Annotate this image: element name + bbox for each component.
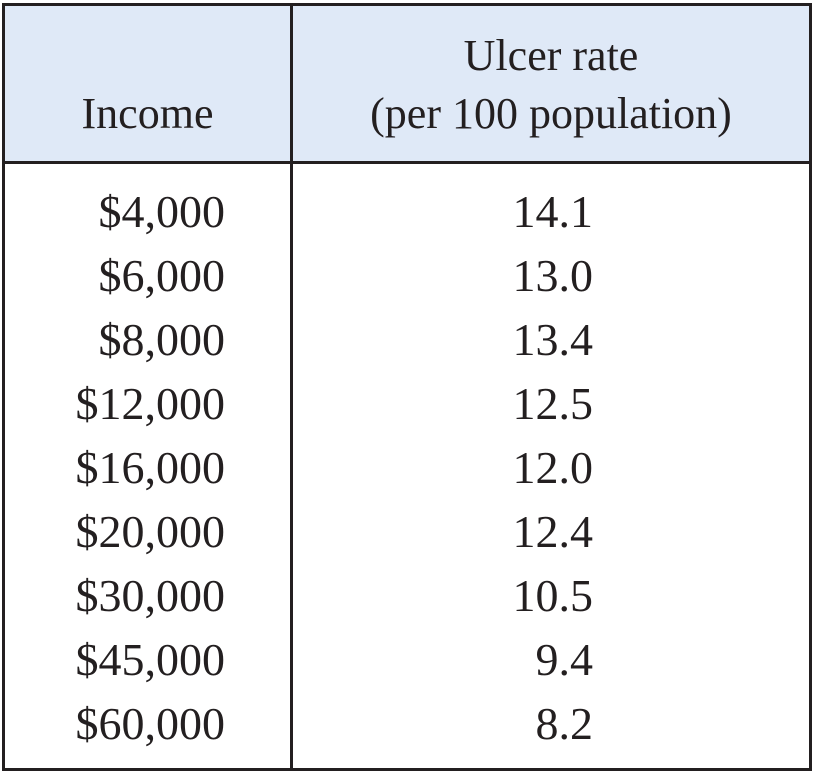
ulcer-rate-cell: 10.5 (512, 570, 594, 621)
ulcer-rate-cell: 12.4 (512, 506, 594, 557)
data-table: Income Ulcer rate (per 100 population) $… (2, 3, 812, 771)
column-divider (290, 6, 293, 768)
table-body: $4,000 14.1 $6,000 13.0 $8,000 13.4 $12,… (5, 180, 809, 756)
table-header (5, 6, 809, 161)
column-header-ulcer-rate-line1: Ulcer rate (463, 31, 639, 80)
income-cell: $60,000 (75, 698, 226, 749)
income-cell: $4,000 (98, 186, 226, 237)
ulcer-rate-cell: 13.4 (512, 314, 594, 365)
income-cell: $45,000 (75, 634, 226, 685)
income-cell: $6,000 (98, 250, 226, 301)
ulcer-rate-cell: 9.4 (535, 634, 594, 685)
ulcer-rate-cell: 12.5 (512, 378, 594, 429)
table-row: $60,000 8.2 (5, 692, 809, 756)
ulcer-rate-cell: 14.1 (512, 186, 594, 237)
table-row: $8,000 13.4 (5, 308, 809, 372)
table-row: $12,000 12.5 (5, 372, 809, 436)
income-cell: $16,000 (75, 442, 226, 493)
income-cell: $20,000 (75, 506, 226, 557)
column-header-ulcer-rate-line2: (per 100 population) (370, 89, 732, 138)
table-row: $16,000 12.0 (5, 436, 809, 500)
table-row: $20,000 12.4 (5, 500, 809, 564)
table-row: $6,000 13.0 (5, 244, 809, 308)
income-cell: $8,000 (98, 314, 226, 365)
header-divider (5, 161, 809, 164)
ulcer-rate-cell: 8.2 (535, 698, 594, 749)
table-row: $30,000 10.5 (5, 564, 809, 628)
column-header-income: Income (81, 89, 214, 138)
ulcer-rate-cell: 13.0 (512, 250, 594, 301)
table-row: $45,000 9.4 (5, 628, 809, 692)
column-header-ulcer-rate: Ulcer rate (per 100 population) (293, 27, 809, 143)
income-cell: $30,000 (75, 570, 226, 621)
ulcer-rate-cell: 12.0 (512, 442, 594, 493)
table-row: $4,000 14.1 (5, 180, 809, 244)
income-cell: $12,000 (75, 378, 226, 429)
